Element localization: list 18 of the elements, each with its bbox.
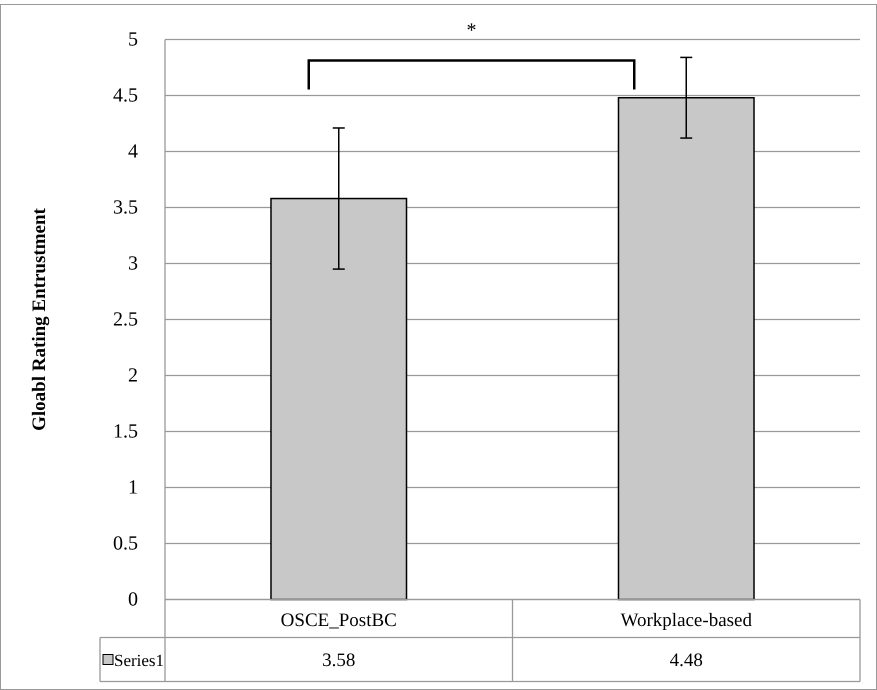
- x-tick-label: Workplace-based: [620, 610, 752, 631]
- y-tick-label: 1.5: [113, 420, 138, 442]
- y-tick-label: 3: [128, 252, 138, 274]
- y-tick-label: 2: [128, 364, 138, 386]
- y-tick-label: 3.5: [113, 196, 138, 218]
- legend-label: Series1: [114, 651, 164, 670]
- y-tick-label: 0.5: [113, 532, 138, 554]
- y-axis-title: Gloabl Rating Entrustment: [29, 207, 50, 431]
- y-tick-label: 5: [128, 28, 138, 50]
- y-tick-label: 4.5: [113, 84, 138, 106]
- data-label: 4.48: [670, 650, 703, 671]
- annotation: *: [466, 20, 476, 42]
- data-label: 3.58: [322, 650, 356, 671]
- y-tick-label: 2.5: [113, 308, 138, 330]
- y-tick-label: 4: [128, 140, 138, 162]
- y-tick-label: 1: [128, 476, 138, 498]
- x-tick-label: OSCE_PostBC: [280, 610, 397, 631]
- y-tick-label: 0: [128, 588, 138, 610]
